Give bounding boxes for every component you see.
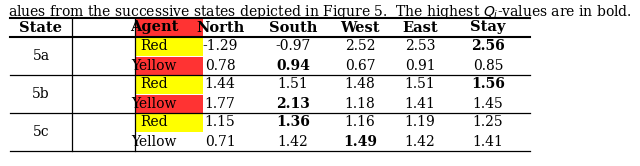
Text: 0.71: 0.71 xyxy=(205,134,236,149)
Text: 1.41: 1.41 xyxy=(472,134,504,149)
Text: 5a: 5a xyxy=(33,49,49,63)
Bar xyxy=(136,38,202,55)
Text: 2.52: 2.52 xyxy=(345,40,375,53)
Text: South: South xyxy=(269,20,317,35)
Bar xyxy=(136,18,202,37)
Text: 1.56: 1.56 xyxy=(471,78,505,91)
Text: 1.42: 1.42 xyxy=(278,134,308,149)
Text: 1.42: 1.42 xyxy=(404,134,435,149)
Text: 1.25: 1.25 xyxy=(473,116,503,129)
Text: -0.97: -0.97 xyxy=(275,40,310,53)
Text: Red: Red xyxy=(140,116,168,129)
Text: State: State xyxy=(19,20,63,35)
Text: West: West xyxy=(340,20,380,35)
Text: 1.15: 1.15 xyxy=(205,116,236,129)
Text: 0.91: 0.91 xyxy=(404,58,435,73)
Text: 1.48: 1.48 xyxy=(344,78,376,91)
Text: 1.16: 1.16 xyxy=(344,116,376,129)
Text: 5b: 5b xyxy=(32,87,50,101)
Text: Yellow: Yellow xyxy=(131,96,177,111)
Text: 1.36: 1.36 xyxy=(276,116,310,129)
Bar xyxy=(136,56,202,75)
Text: Yellow: Yellow xyxy=(131,134,177,149)
Text: 2.56: 2.56 xyxy=(471,40,505,53)
Text: 0.85: 0.85 xyxy=(473,58,503,73)
Text: 1.44: 1.44 xyxy=(205,78,236,91)
Text: North: North xyxy=(196,20,244,35)
Text: Red: Red xyxy=(140,40,168,53)
Text: -1.29: -1.29 xyxy=(202,40,237,53)
Bar xyxy=(136,94,202,113)
Text: 1.77: 1.77 xyxy=(205,96,236,111)
Text: 1.19: 1.19 xyxy=(404,116,435,129)
Text: 1.51: 1.51 xyxy=(404,78,435,91)
Text: 1.51: 1.51 xyxy=(278,78,308,91)
Text: 0.94: 0.94 xyxy=(276,58,310,73)
Text: alues from the successive states depicted in Figure 5.  The highest $Q_i$-values: alues from the successive states depicte… xyxy=(8,3,632,21)
Text: 2.13: 2.13 xyxy=(276,96,310,111)
Text: 1.45: 1.45 xyxy=(472,96,504,111)
Text: 1.49: 1.49 xyxy=(343,134,377,149)
Text: 0.78: 0.78 xyxy=(205,58,236,73)
Text: 0.67: 0.67 xyxy=(345,58,375,73)
Text: 2.53: 2.53 xyxy=(404,40,435,53)
Bar xyxy=(136,114,202,131)
Text: Stay: Stay xyxy=(470,20,506,35)
Text: Agent: Agent xyxy=(130,20,178,35)
Text: East: East xyxy=(402,20,438,35)
Text: 1.18: 1.18 xyxy=(344,96,376,111)
Bar xyxy=(136,76,202,93)
Text: Red: Red xyxy=(140,78,168,91)
Text: Yellow: Yellow xyxy=(131,58,177,73)
Text: 5c: 5c xyxy=(33,125,49,139)
Text: 1.41: 1.41 xyxy=(404,96,435,111)
